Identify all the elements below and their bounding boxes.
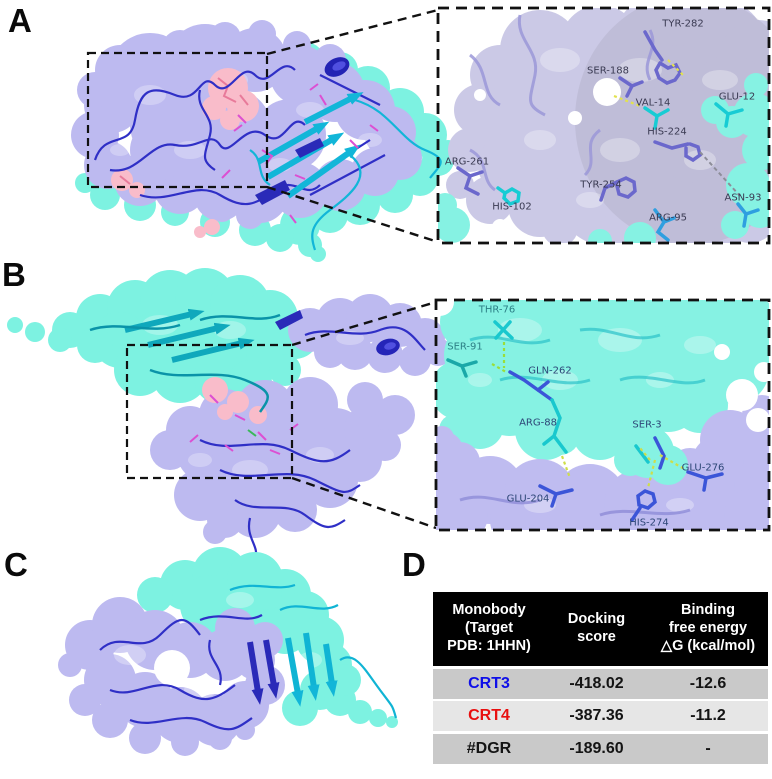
residue-label-val-14: VAL-14 — [635, 97, 671, 109]
panel-b-helix — [376, 338, 400, 356]
residue-label-ser-3: SER-3 — [632, 419, 662, 431]
header-line: Docking — [567, 611, 626, 628]
inset-b-blue-sticks — [508, 370, 724, 522]
panel-b-connector-lines — [291, 300, 437, 530]
panel-c-blue-ribbons — [99, 614, 263, 731]
panel-c-cyan-sheets — [285, 632, 338, 707]
panel-d-label: D — [402, 546, 426, 583]
inset-a-hbonds-yellow — [613, 59, 685, 108]
panel-b-blue-sheet — [275, 310, 303, 330]
inset-a-highlights — [524, 48, 738, 208]
panel-c-label: C — [4, 546, 28, 583]
inset-a-ribbon-hints — [469, 14, 655, 192]
panel-b-zoom-box — [125, 343, 294, 480]
panel-a-pink-sticks — [119, 77, 249, 185]
residue-label-tyr-254: TYR-254 — [580, 179, 622, 191]
panel-a-structure — [71, 20, 456, 262]
inset-a-lightblue-sticks — [653, 202, 760, 242]
residue-label-his-274: HIS-274 — [629, 517, 669, 529]
cell-binding-energy-crt3: -12.6 — [689, 674, 727, 692]
panel-b-pink-patches — [202, 377, 267, 424]
inset-b-hbonds-yellow — [560, 447, 687, 489]
panel-a-inset-art — [438, 8, 769, 243]
docking-table: Monobody (Target PDB: 1HHN) Docking scor… — [433, 592, 768, 764]
header-line: PDB: 1HHN) — [447, 637, 531, 654]
residue-label-arg-95: ARG-95 — [649, 212, 687, 224]
panel-b-teal-loops — [89, 313, 281, 413]
panel-b-inset-art — [436, 300, 769, 530]
table-row-crt3: CRT3 -418.02 -12.6 — [433, 668, 768, 699]
table-row-crt4: CRT4 -387.36 -11.2 — [433, 701, 768, 731]
header-line: (Target — [464, 620, 514, 637]
residue-label-ser-188: SER-188 — [587, 65, 629, 77]
cell-binding-energy-crt4: -11.2 — [690, 707, 726, 724]
panel-c-cyan-loops — [229, 583, 398, 719]
cell-docking-score-crt3: -418.02 — [569, 674, 624, 692]
residue-label-glu-204: GLU-204 — [506, 493, 550, 505]
residue-label-glu-276: GLU-276 — [681, 462, 725, 474]
cell-monobody-crt4: CRT4 — [468, 707, 510, 724]
inset-a-surface-holes — [474, 78, 621, 235]
panel-a-blue-sheets — [255, 138, 324, 205]
residue-label-ser-91: SER-91 — [447, 341, 483, 353]
residue-label-his-102: HIS-102 — [492, 201, 532, 213]
header-line: Binding — [681, 602, 735, 619]
panel-a-zoom-box — [86, 51, 269, 189]
header-line: score — [577, 629, 616, 645]
inset-b-teal-ribbon-hints — [469, 327, 706, 385]
cell-monobody-dgr: #DGR — [466, 739, 512, 757]
inset-a-hbond-gray — [699, 151, 741, 197]
inset-b-hbonds-green — [491, 342, 507, 373]
residue-label-thr-76: THR-76 — [478, 304, 516, 316]
residue-label-arg-88: ARG-88 — [519, 417, 557, 429]
header-line: free energy — [668, 620, 748, 637]
table-row-dgr: #DGR -189.60 - — [433, 733, 768, 764]
inset-b-lavender-ribbon-hints — [459, 495, 691, 517]
docking-table-header: Monobody (Target PDB: 1HHN) Docking scor… — [433, 592, 768, 666]
residue-label-tyr-282: TYR-282 — [662, 18, 704, 30]
panel-a-helix — [324, 57, 350, 77]
panel-c-blue-sheets — [247, 639, 280, 705]
residue-label-glu-12: GLU-12 — [718, 91, 756, 103]
inset-a-cyan-sticks — [496, 102, 744, 207]
header-line: △G (kcal/mol) — [660, 637, 756, 654]
cell-monobody-crt3: CRT3 — [468, 674, 510, 692]
residue-label-arg-261: ARG-261 — [444, 156, 490, 168]
cell-docking-score-crt4: -387.36 — [569, 707, 624, 724]
inset-a-gray-shading — [575, 8, 769, 243]
cell-docking-score-dgr: -189.60 — [569, 739, 624, 757]
panel-b-inset-border — [434, 298, 771, 532]
panel-a-inset-border — [436, 6, 771, 245]
panel-c-surface-hole — [154, 650, 190, 686]
panel-a-magenta-sticks — [221, 83, 379, 224]
inset-b-surface-holes — [436, 300, 769, 432]
panel-a-label: A — [8, 2, 32, 39]
inset-a-purple-sticks — [456, 30, 702, 202]
residue-label-asn-93: ASN-93 — [724, 192, 762, 204]
residue-label-gln-262: GLN-262 — [528, 365, 572, 377]
table-header-docking-score: Docking score — [545, 611, 648, 646]
panel-c-highlights — [114, 592, 322, 699]
header-line: Monobody — [452, 602, 526, 619]
table-header-monobody: Monobody (Target PDB: 1HHN) — [433, 602, 545, 655]
panel-c-structure — [58, 547, 398, 756]
panel-b-label: B — [2, 256, 26, 293]
cell-binding-energy-dgr: - — [705, 739, 711, 757]
panel-b-green-stick — [247, 429, 257, 437]
panel-b-magenta-sticks — [189, 394, 299, 455]
residue-label-his-224: HIS-224 — [647, 126, 687, 138]
panel-b-structure — [7, 268, 452, 559]
table-header-binding-energy: Binding free energy △G (kcal/mol) — [648, 602, 768, 655]
inset-b-cyan-sticks — [493, 320, 650, 464]
inset-b-teal-sticks — [446, 358, 478, 378]
